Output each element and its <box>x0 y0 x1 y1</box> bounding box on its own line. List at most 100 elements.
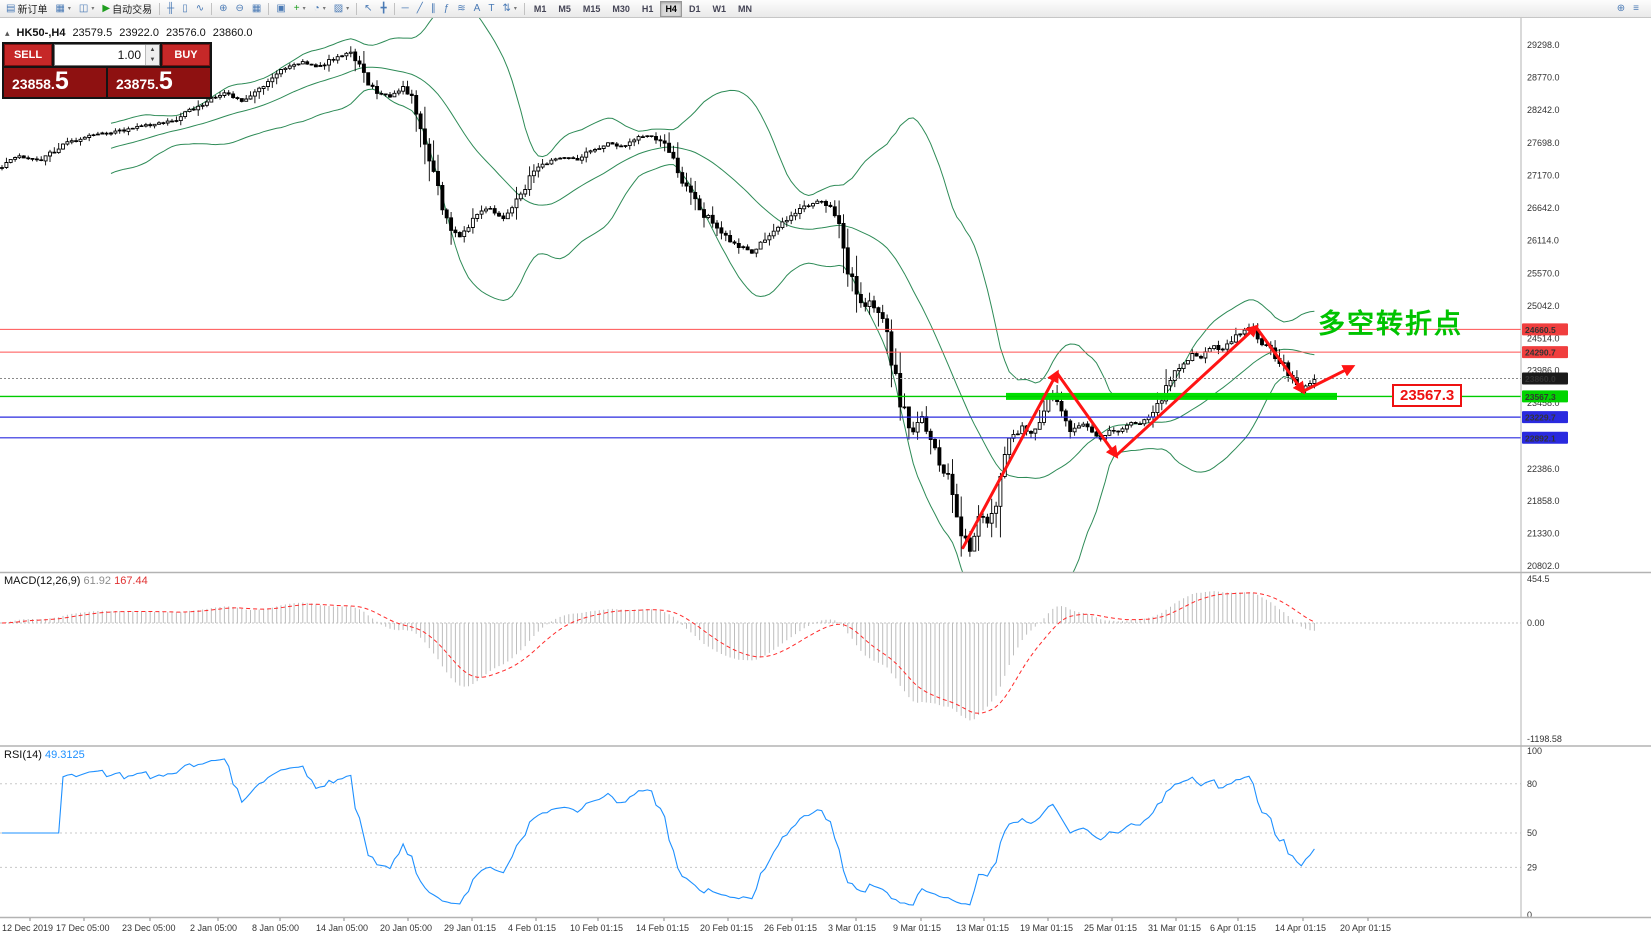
zoom-out-button[interactable]: ⊖ <box>231 0 247 17</box>
svg-text:4 Feb 01:15: 4 Feb 01:15 <box>508 923 556 933</box>
svg-text:3 Mar 01:15: 3 Mar 01:15 <box>828 923 876 933</box>
quick-search-button[interactable]: ⊕ <box>1613 0 1629 17</box>
panel-separators[interactable] <box>0 17 1651 919</box>
svg-text:23860.0: 23860.0 <box>1525 374 1556 384</box>
volume-stepper[interactable]: ▲ ▼ <box>145 45 159 65</box>
cursor-button[interactable]: ↖ <box>360 0 376 17</box>
line-chart-icon: ∿ <box>195 3 205 14</box>
bollinger-bands <box>110 17 1315 572</box>
fibonacci-tool-button[interactable]: ƒ <box>440 0 454 17</box>
svg-text:25570.0: 25570.0 <box>1527 269 1560 279</box>
turning-point-annotation[interactable]: 多空转折点 <box>1318 309 1463 339</box>
timeframe-m5-button[interactable]: M5 <box>558 3 571 14</box>
time-axis[interactable]: 12 Dec 2019 17 Dec 05:00 23 Dec 05:00 2 Jan… <box>2 918 1391 933</box>
rsi-panel: 100 80 50 29 0 <box>0 746 1542 920</box>
svg-text:24290.7: 24290.7 <box>1525 348 1556 358</box>
macd-indicator-label: MACD(12,26,9) 61.92 167.44 <box>4 575 148 587</box>
arrows-tool-icon: ⇅ <box>502 3 511 14</box>
text-tool-button[interactable]: A <box>470 0 485 17</box>
new-order-button-label: 新订单 <box>17 5 48 16</box>
autotrading-button[interactable]: ▶ 自动交易 <box>98 0 156 17</box>
timeframe-m15-button[interactable]: M15 <box>582 3 601 14</box>
timeframe-w1-button[interactable]: W1 <box>712 3 726 14</box>
svg-text:23986.0: 23986.0 <box>1527 366 1560 376</box>
volume-value[interactable]: 1.00 <box>117 48 141 62</box>
toolbar-separator <box>393 2 395 15</box>
timeframe-d1-button[interactable]: D1 <box>688 3 701 14</box>
candle-chart-button[interactable]: ▯ <box>178 0 192 17</box>
tile-windows-button[interactable]: ▦ <box>248 0 265 17</box>
buy-price-big-digit: 5 <box>158 67 173 95</box>
zoom-in-button[interactable]: ⊕ <box>215 0 231 17</box>
trendline-tool-button[interactable]: ╱ <box>413 0 427 17</box>
timeframe-mn-button[interactable]: MN <box>737 3 752 14</box>
trade-panel-toggle-icon[interactable]: ▴ <box>5 27 10 38</box>
bar-chart-button[interactable]: ╫ <box>163 0 178 17</box>
new-chart-button[interactable]: ▦ ▾ <box>51 0 74 17</box>
fibonacci-tool-icon: ƒ <box>443 3 450 14</box>
svg-text:25 Mar 01:15: 25 Mar 01:15 <box>1084 923 1137 933</box>
svg-text:20 Jan 05:00: 20 Jan 05:00 <box>380 923 432 933</box>
price-badge <box>1522 323 1568 336</box>
bar-chart-icon: ╫ <box>167 3 175 14</box>
timeframe-m30-button[interactable]: M30 <box>612 3 630 14</box>
svg-text:20 Feb 01:15: 20 Feb 01:15 <box>700 923 753 933</box>
svg-text:24660.5: 24660.5 <box>1525 325 1556 335</box>
trend-arrows[interactable] <box>961 324 1356 550</box>
periods-button[interactable]: ◔ ▾ <box>310 0 330 17</box>
svg-text:0: 0 <box>1527 910 1532 920</box>
profiles-icon: ◫ <box>78 3 89 14</box>
volume-up-icon[interactable]: ▲ <box>146 45 159 55</box>
support-price-tag[interactable]: 23567.3 <box>1392 384 1463 407</box>
sell-price[interactable]: 23858.5 <box>4 68 106 97</box>
timeframe-h4-button[interactable]: H4 <box>660 0 682 17</box>
label-tool-button[interactable]: T <box>484 0 498 17</box>
sell-button[interactable]: SELL <box>4 44 52 66</box>
price-axis[interactable]: 29298.0 28770.0 28242.0 27698.0 27170.0 26642… <box>1522 40 1568 571</box>
templates-button[interactable]: ▨ ▾ <box>330 0 353 17</box>
svg-text:22386.0: 22386.0 <box>1527 464 1560 474</box>
svg-text:29: 29 <box>1527 862 1537 872</box>
profiles-button[interactable]: ◫ ▾ <box>75 0 98 17</box>
toolbar-separator <box>523 2 525 15</box>
quote-open: 23579.5 <box>72 27 113 39</box>
svg-text:28242.0: 28242.0 <box>1527 105 1560 115</box>
buy-button[interactable]: BUY <box>162 44 210 66</box>
hline-tool-button[interactable]: ─ <box>398 0 413 17</box>
svg-text:12 Dec 2019: 12 Dec 2019 <box>2 923 53 933</box>
svg-text:20802.0: 20802.0 <box>1527 561 1560 571</box>
svg-text:26114.0: 26114.0 <box>1527 235 1559 245</box>
svg-text:26 Feb 01:15: 26 Feb 01:15 <box>764 923 817 933</box>
svg-text:13 Mar 01:15: 13 Mar 01:15 <box>956 923 1009 933</box>
periods-icon: ◔ <box>313 3 320 14</box>
macd-main-value: 61.92 <box>83 575 112 587</box>
arrows-tool-button[interactable]: ⇅ ▾ <box>498 0 520 17</box>
auto-arrange-button[interactable]: ▣ <box>272 0 289 17</box>
toolbar-separator <box>211 2 213 15</box>
timeframe-h1-button[interactable]: H1 <box>641 3 654 14</box>
timeframe-m1-button[interactable]: M1 <box>533 3 547 14</box>
crosshair-button[interactable]: ╋ <box>377 0 391 17</box>
shapes-tool-button[interactable]: ≋ <box>453 0 469 17</box>
volume-field[interactable]: 1.00 ▲ ▼ <box>54 44 160 66</box>
svg-text:23 Dec 05:00: 23 Dec 05:00 <box>122 923 176 933</box>
new-order-button[interactable]: ▤ 新订单 <box>2 0 51 17</box>
dropdown-caret-icon: ▾ <box>513 6 517 12</box>
indicators-button[interactable]: + ▾ <box>290 0 310 17</box>
crosshair-icon: ╋ <box>380 3 387 14</box>
rsi-indicator-label: RSI(14) 49.3125 <box>4 749 85 761</box>
volume-down-icon[interactable]: ▼ <box>146 55 159 65</box>
channel-tool-button[interactable]: ∥ <box>427 0 440 17</box>
horizontal-lines[interactable] <box>0 328 1521 439</box>
chart-list-button[interactable]: ≡ <box>1629 0 1643 17</box>
svg-text:23567.3: 23567.3 <box>1525 392 1556 402</box>
templates-icon: ▨ <box>333 3 344 14</box>
svg-text:24514.0: 24514.0 <box>1527 333 1560 343</box>
buy-price[interactable]: 23875.5 <box>108 68 210 97</box>
svg-text:27698.0: 27698.0 <box>1527 138 1560 148</box>
new-order-icon: ▤ <box>6 3 16 14</box>
quote-high: 23922.0 <box>119 27 159 39</box>
line-chart-button[interactable]: ∿ <box>192 0 208 17</box>
